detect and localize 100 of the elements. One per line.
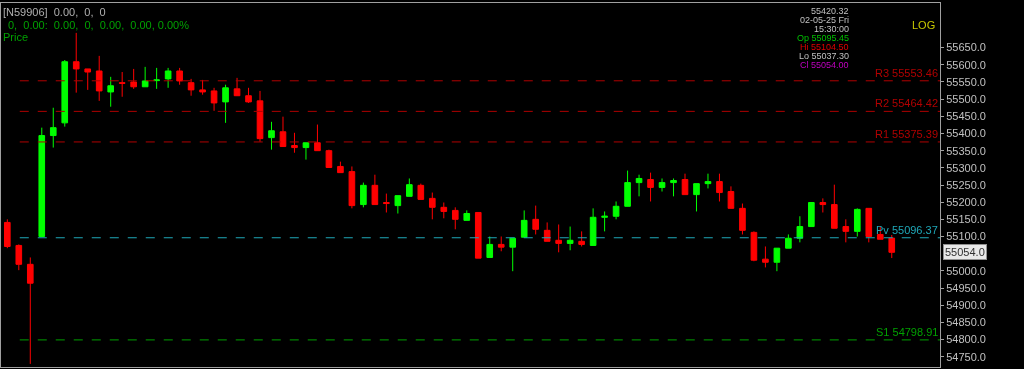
candlestick [658,177,666,193]
candlestick [176,67,183,86]
candlestick [831,184,838,229]
candlestick [520,209,528,238]
candlestick [463,209,471,221]
annotation: [N59906] 0.00, 0, 0 [3,6,106,18]
candlestick [635,174,643,197]
annotation: Cl 55054.00 [800,60,849,70]
candlestick [509,237,517,272]
candlestick [360,182,367,208]
y-tick-label: 54950.0 [946,281,986,294]
candlestick [325,149,333,168]
y-tick-label: 55150.0 [946,213,986,226]
ref-line-label: R1 55375.39 [875,128,938,140]
y-tick-label: 55100.0 [946,230,986,243]
y-tick-label: 54800.0 [946,333,986,346]
y-tick-label: 55200.0 [946,196,986,209]
candlestick [486,236,494,258]
annotation: Op 55095.45 [797,33,850,43]
y-tick-label: 55400.0 [946,127,986,140]
annotation: Hi 55104.50 [800,42,849,52]
candlestick [61,59,69,128]
ref-line-label: R2 55464.42 [875,97,938,109]
candlestick [808,202,815,228]
candlestick [348,165,356,209]
candlestick [853,207,861,238]
candlestick [141,66,149,88]
candlestick [118,71,126,98]
candlestick [417,183,425,200]
y-tick-label: 55450.0 [946,110,986,123]
candlestick [245,87,252,104]
annotation: 15:30:00 [814,24,850,34]
candlestick [38,127,46,238]
candlestick [497,236,505,252]
candlestick [566,226,574,251]
candlestick [164,67,172,89]
candlestick [210,87,218,112]
candlestick [762,245,769,268]
candlestick [865,207,873,243]
candlestick [739,203,746,235]
candlestick [543,221,551,242]
annotation: 02-05-25 Fri [800,15,850,25]
candlestick [716,173,723,202]
text: LOG [912,19,936,31]
candlestick [842,218,850,243]
candlestick [279,116,287,148]
candlestick [314,124,321,152]
candlestick [107,76,115,108]
candlestick [26,256,34,365]
y-tick-label: 55350.0 [946,144,986,157]
candlestick [589,207,597,246]
candlestick [888,234,896,259]
y-tick-label: 55550.0 [946,75,986,88]
candlestick [796,215,804,243]
candlestick [785,233,792,249]
candlestick [291,132,298,154]
candlestick [302,142,310,161]
candlestick [130,68,137,90]
candlestick [612,200,620,220]
candlestick [704,173,712,189]
candlestick [601,210,608,232]
candlestick [187,78,195,97]
y-tick-label: 55600.0 [946,58,986,71]
candlestick [84,68,92,91]
candlestick [153,67,160,90]
candlestick [647,172,654,202]
candlestick [394,195,402,214]
candlestick [371,174,379,206]
candlestick [268,121,275,151]
candlestick [624,170,631,207]
candlestick [256,90,264,143]
candlestick [199,79,206,96]
candlestick [474,211,482,259]
candlestick [337,161,344,174]
annotation: Price [3,31,29,43]
y-tick-label: 54900.0 [946,299,986,312]
candlestick [428,192,436,220]
annotation: 0, 0.00: 0.00, 0, 0.00, 0.00, 0.00% [8,19,190,31]
text: 55054.0 [945,246,985,258]
candlestick [451,206,459,230]
y-tick-label: 55300.0 [946,161,986,174]
y-tick-label: 54850.0 [946,316,986,329]
candlestick [670,177,677,197]
y-tick-label: 55650.0 [946,41,986,54]
candlestick [383,193,390,213]
candlestick [819,197,827,213]
candlestick [49,107,57,149]
y-tick-label: 54750.0 [946,350,986,363]
candlestick [681,173,689,196]
ref-line-label: S1 54798.91 [876,326,939,338]
y-tick-label: 55000.0 [946,264,986,277]
candlestick [693,183,700,212]
ref-line-label: R3 55553.46 [875,67,938,79]
candlestick [773,247,781,272]
y-tick-label: 55250.0 [946,178,986,191]
candlestick [750,230,758,262]
candlestick [406,177,413,197]
candlestick [578,230,585,247]
candlestick [95,55,103,102]
annotation: Lo 55037.30 [799,51,850,61]
